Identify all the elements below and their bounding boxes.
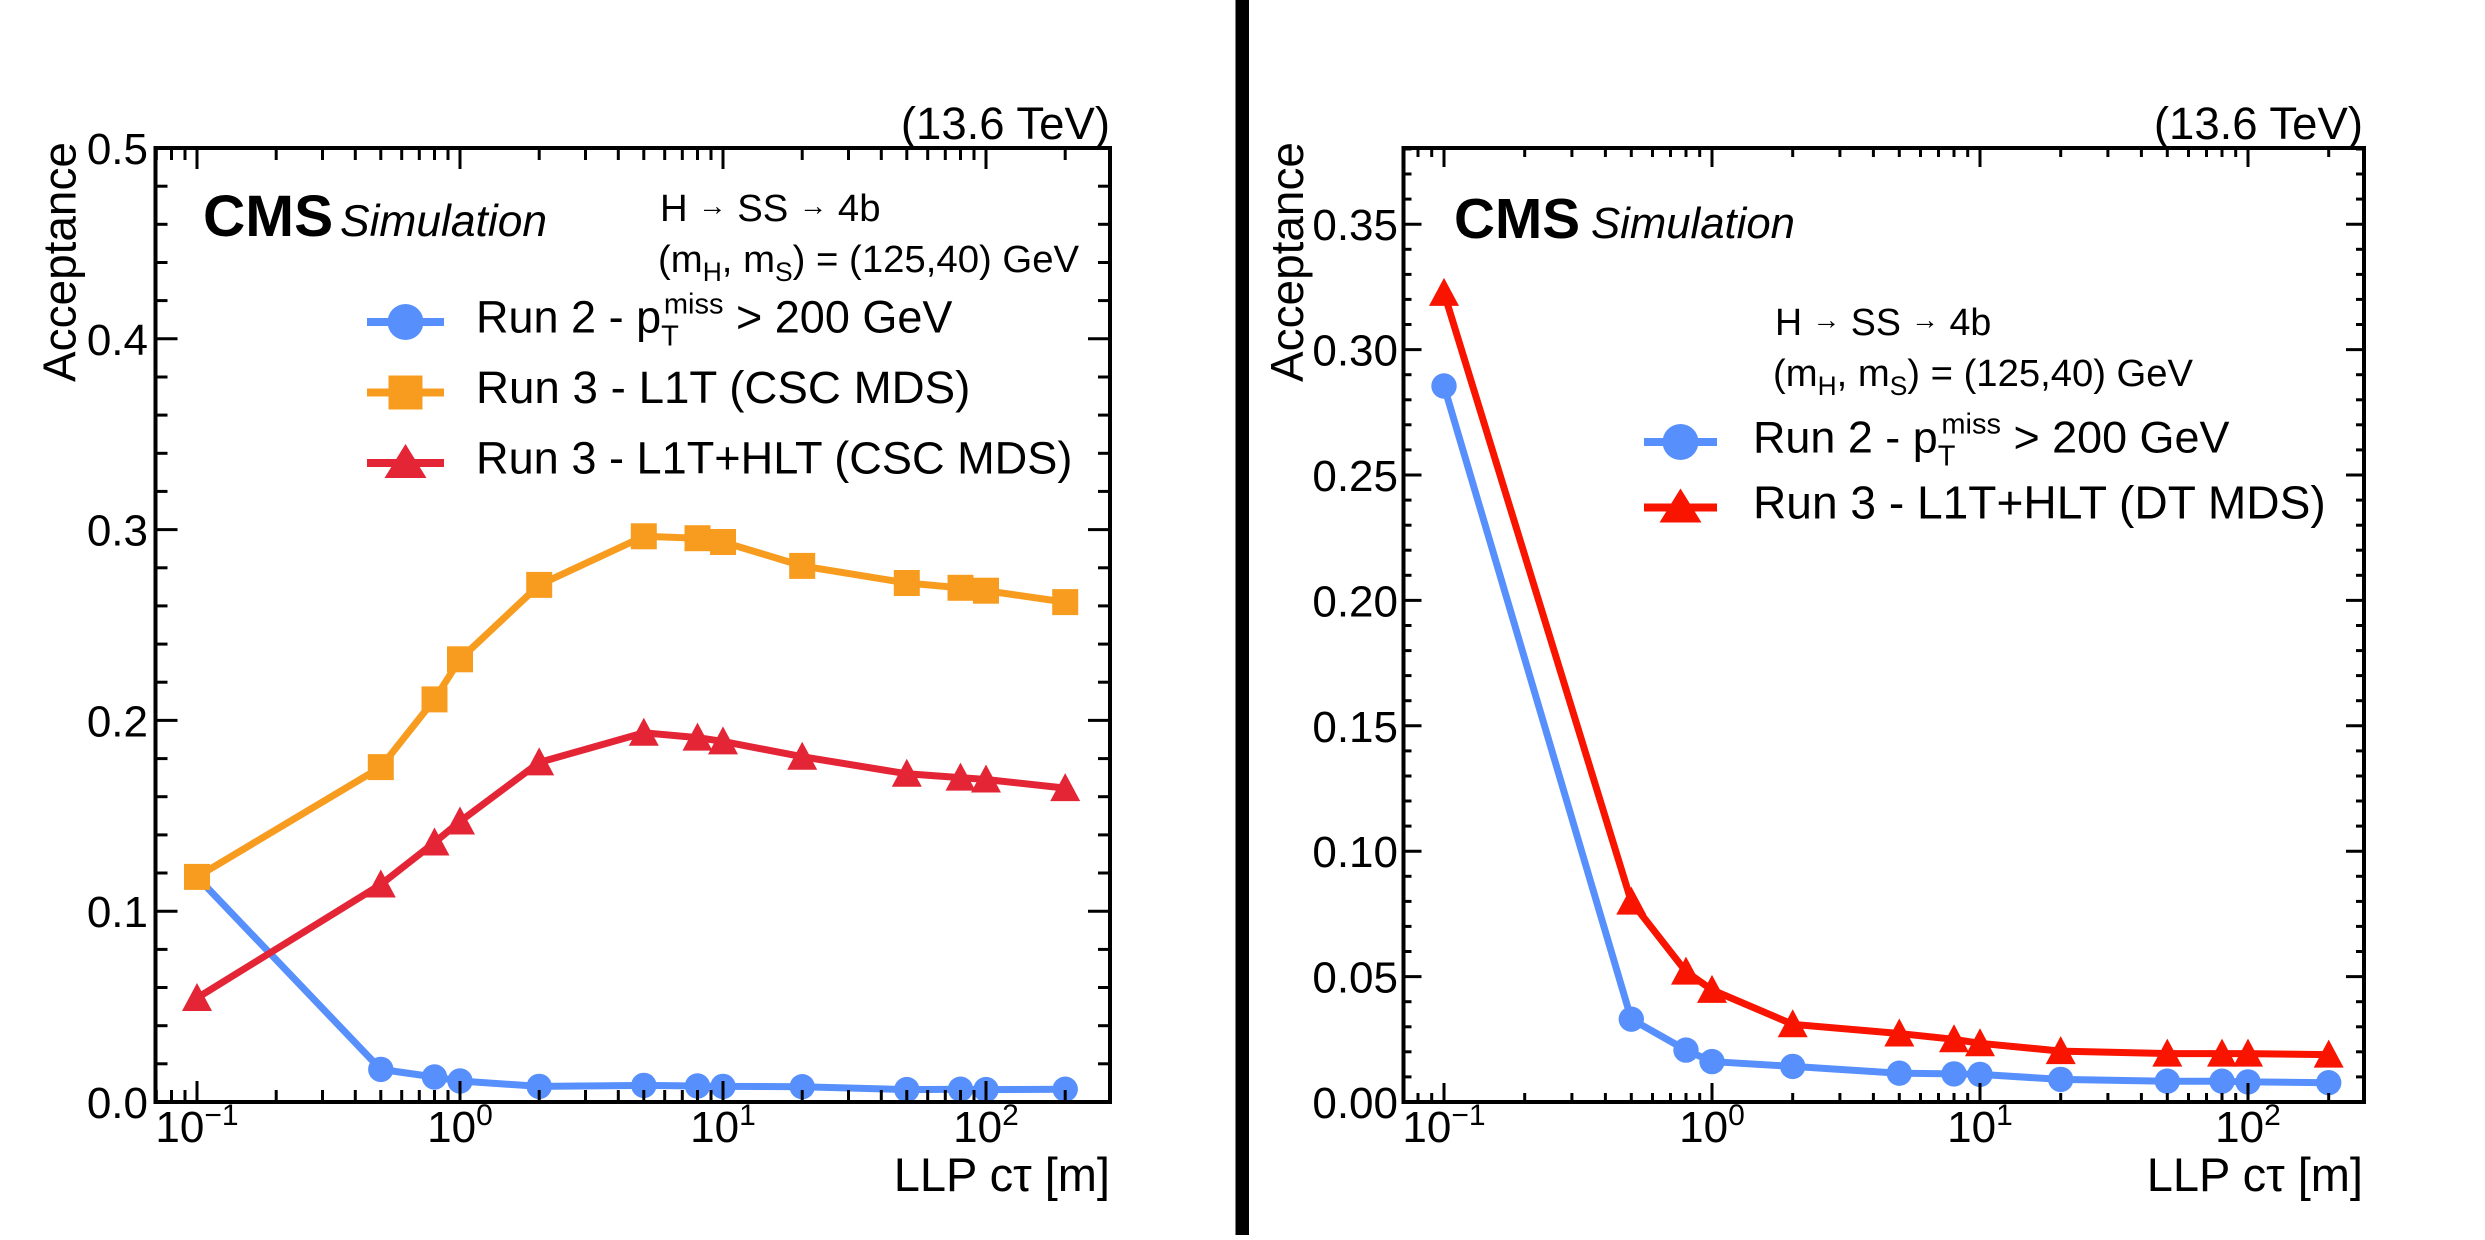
- svg-text:H → SS → 4b: H → SS → 4b: [660, 187, 881, 230]
- svg-text:0.25: 0.25: [1312, 452, 1398, 501]
- svg-text:0.3: 0.3: [87, 507, 148, 556]
- svg-text:0.15: 0.15: [1312, 703, 1398, 752]
- svg-text:0.1: 0.1: [87, 888, 148, 937]
- svg-text:Simulation: Simulation: [340, 197, 547, 246]
- svg-text:CMS: CMS: [1454, 188, 1580, 251]
- svg-text:(13.6 TeV): (13.6 TeV): [2154, 98, 2363, 149]
- svg-text:LLP cτ [m]: LLP cτ [m]: [894, 1148, 1110, 1201]
- svg-text:102: 102: [2215, 1099, 2281, 1152]
- svg-text:(mH, mS) = (125,40) GeV: (mH, mS) = (125,40) GeV: [658, 238, 1080, 287]
- svg-text:CMS: CMS: [203, 184, 333, 249]
- svg-text:Acceptance: Acceptance: [34, 142, 86, 382]
- svg-text:0.5: 0.5: [87, 125, 148, 174]
- svg-text:Run 3 - L1T (CSC MDS): Run 3 - L1T (CSC MDS): [476, 362, 970, 413]
- svg-text:(13.6 TeV): (13.6 TeV): [901, 98, 1110, 149]
- svg-text:(mH, mS) = (125,40) GeV: (mH, mS) = (125,40) GeV: [1773, 352, 2194, 401]
- svg-text:LLP cτ [m]: LLP cτ [m]: [2147, 1148, 2363, 1201]
- svg-text:Run 3 - L1T+HLT (CSC MDS): Run 3 - L1T+HLT (CSC MDS): [476, 433, 1072, 484]
- svg-text:0.35: 0.35: [1312, 201, 1398, 250]
- svg-text:0.00: 0.00: [1312, 1079, 1398, 1128]
- svg-text:0.10: 0.10: [1312, 828, 1398, 877]
- svg-text:Simulation: Simulation: [1591, 199, 1795, 248]
- svg-text:0.30: 0.30: [1312, 327, 1398, 376]
- svg-text:Run 3 - L1T+HLT (DT MDS): Run 3 - L1T+HLT (DT MDS): [1753, 477, 2326, 529]
- svg-text:0.4: 0.4: [87, 316, 148, 365]
- svg-text:0.2: 0.2: [87, 697, 148, 746]
- svg-text:H → SS → 4b: H → SS → 4b: [1775, 301, 1991, 343]
- svg-text:Acceptance: Acceptance: [1261, 142, 1313, 382]
- svg-text:0.20: 0.20: [1312, 577, 1398, 626]
- svg-text:0.05: 0.05: [1312, 954, 1398, 1003]
- svg-text:0.0: 0.0: [87, 1079, 148, 1128]
